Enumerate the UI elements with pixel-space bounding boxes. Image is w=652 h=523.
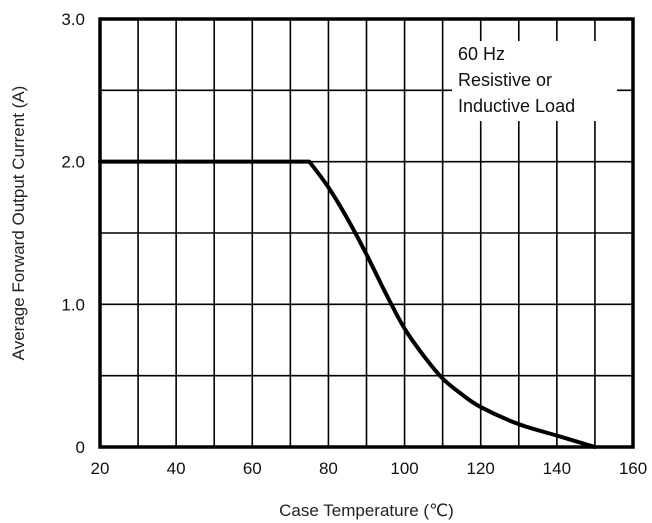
y-tick-label: 3.0 bbox=[61, 10, 85, 29]
annotation-background bbox=[452, 41, 617, 121]
annotation: 60 Hz Resistive or Inductive Load bbox=[458, 44, 575, 116]
annotation-line: 60 Hz bbox=[458, 44, 505, 64]
annotation-line: Inductive Load bbox=[458, 96, 575, 116]
x-tick-label: 60 bbox=[243, 459, 262, 478]
x-tick-labels: 20 40 60 80 100 120 140 160 bbox=[91, 459, 648, 478]
plot-frame bbox=[98, 17, 635, 449]
annotation-line: Resistive or bbox=[458, 70, 552, 90]
x-tick-label: 80 bbox=[319, 459, 338, 478]
x-axis-label: Case Temperature (℃) bbox=[279, 501, 454, 520]
y-tick-label: 1.0 bbox=[61, 295, 85, 314]
x-tick-label: 140 bbox=[543, 459, 571, 478]
x-tick-label: 20 bbox=[91, 459, 110, 478]
y-axis-label: Average Forward Output Current (A) bbox=[9, 86, 28, 361]
x-tick-label: 160 bbox=[619, 459, 647, 478]
derating-curve bbox=[98, 159, 597, 449]
y-tick-label: 0 bbox=[76, 438, 85, 457]
y-tick-labels: 0 1.0 2.0 3.0 bbox=[61, 10, 85, 457]
y-tick-label: 2.0 bbox=[61, 153, 85, 172]
x-tick-label: 40 bbox=[167, 459, 186, 478]
x-tick-label: 100 bbox=[390, 459, 418, 478]
x-tick-label: 120 bbox=[467, 459, 495, 478]
